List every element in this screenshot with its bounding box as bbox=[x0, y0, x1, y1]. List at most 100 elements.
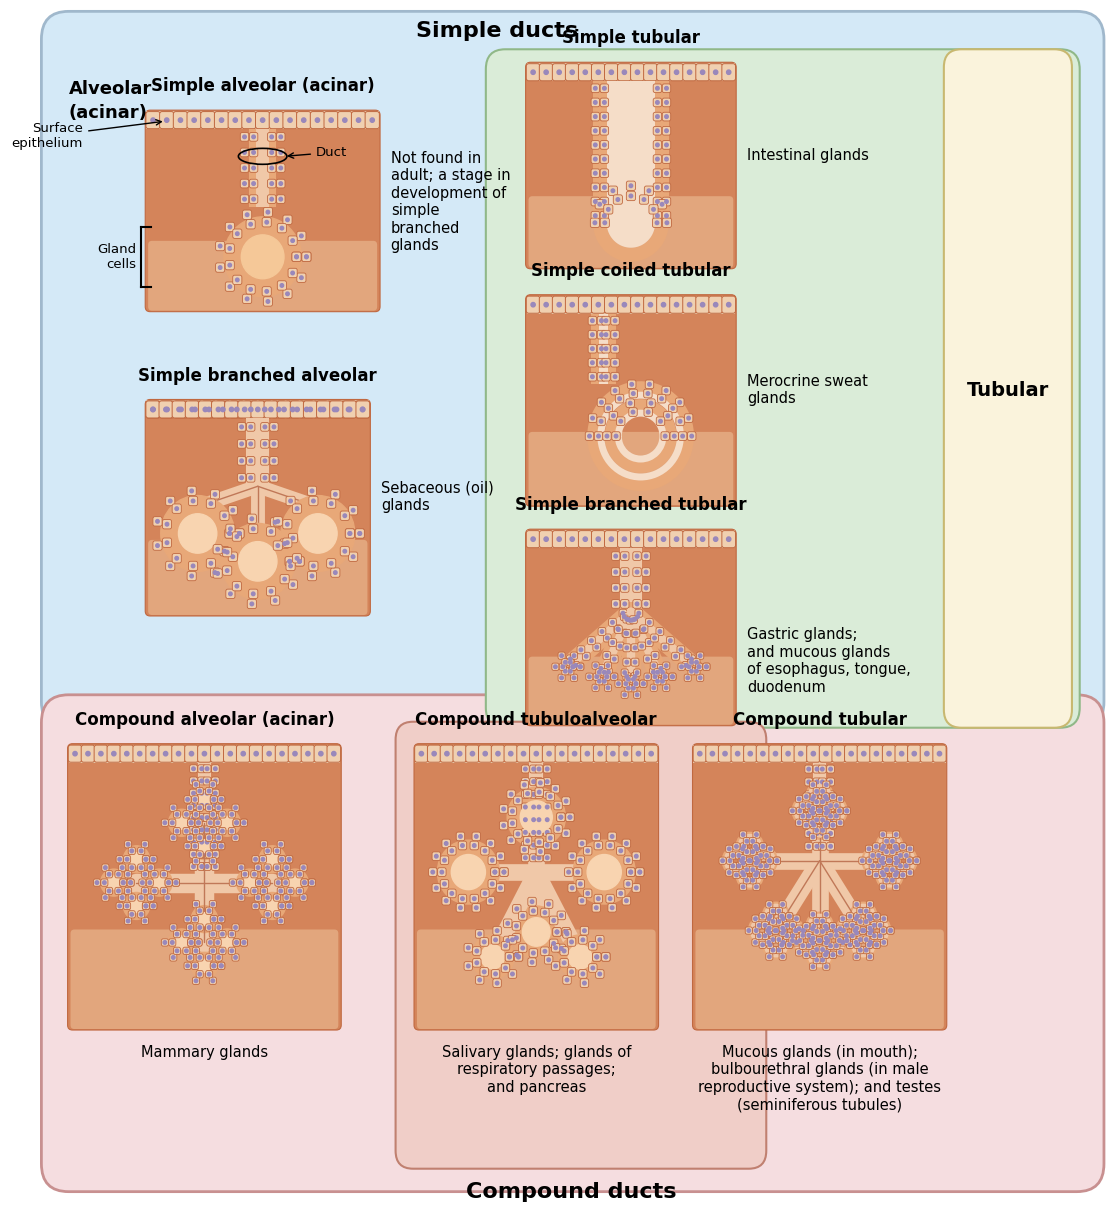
Circle shape bbox=[846, 939, 849, 943]
Circle shape bbox=[815, 800, 819, 803]
Circle shape bbox=[264, 476, 267, 479]
FancyBboxPatch shape bbox=[733, 843, 739, 851]
FancyBboxPatch shape bbox=[604, 668, 612, 676]
FancyBboxPatch shape bbox=[218, 962, 225, 969]
FancyBboxPatch shape bbox=[726, 857, 734, 864]
Circle shape bbox=[495, 929, 499, 933]
FancyBboxPatch shape bbox=[218, 796, 225, 803]
FancyBboxPatch shape bbox=[873, 941, 880, 949]
FancyBboxPatch shape bbox=[764, 927, 772, 934]
Circle shape bbox=[815, 780, 819, 784]
FancyBboxPatch shape bbox=[688, 658, 695, 666]
Circle shape bbox=[190, 489, 193, 492]
FancyBboxPatch shape bbox=[897, 863, 904, 870]
Circle shape bbox=[193, 797, 197, 801]
Circle shape bbox=[825, 951, 829, 955]
FancyBboxPatch shape bbox=[817, 937, 823, 944]
Circle shape bbox=[221, 817, 233, 829]
FancyBboxPatch shape bbox=[173, 947, 181, 955]
FancyBboxPatch shape bbox=[862, 946, 870, 953]
FancyBboxPatch shape bbox=[206, 953, 212, 961]
FancyBboxPatch shape bbox=[241, 887, 248, 894]
FancyBboxPatch shape bbox=[216, 241, 225, 250]
Circle shape bbox=[247, 117, 251, 122]
Circle shape bbox=[602, 679, 607, 682]
Circle shape bbox=[481, 945, 505, 969]
FancyBboxPatch shape bbox=[540, 296, 553, 313]
Circle shape bbox=[670, 675, 675, 679]
FancyBboxPatch shape bbox=[504, 937, 512, 945]
Circle shape bbox=[825, 927, 829, 930]
FancyBboxPatch shape bbox=[526, 63, 735, 81]
Circle shape bbox=[273, 425, 276, 428]
Circle shape bbox=[572, 676, 575, 680]
FancyBboxPatch shape bbox=[480, 889, 489, 898]
Circle shape bbox=[663, 434, 667, 438]
Circle shape bbox=[475, 906, 478, 910]
FancyBboxPatch shape bbox=[611, 552, 620, 560]
Circle shape bbox=[506, 922, 509, 926]
FancyBboxPatch shape bbox=[287, 887, 294, 894]
FancyBboxPatch shape bbox=[642, 567, 650, 576]
Circle shape bbox=[330, 502, 333, 506]
FancyBboxPatch shape bbox=[899, 871, 906, 878]
Circle shape bbox=[251, 136, 256, 139]
FancyBboxPatch shape bbox=[191, 796, 199, 803]
Circle shape bbox=[698, 653, 701, 657]
Circle shape bbox=[264, 442, 267, 445]
FancyBboxPatch shape bbox=[240, 819, 248, 826]
Circle shape bbox=[460, 897, 465, 900]
FancyBboxPatch shape bbox=[314, 745, 327, 762]
FancyBboxPatch shape bbox=[352, 111, 365, 128]
Circle shape bbox=[445, 842, 448, 846]
Circle shape bbox=[494, 938, 497, 941]
FancyBboxPatch shape bbox=[240, 195, 249, 203]
Circle shape bbox=[598, 673, 605, 681]
Circle shape bbox=[267, 751, 271, 756]
FancyBboxPatch shape bbox=[576, 880, 584, 888]
FancyBboxPatch shape bbox=[862, 908, 870, 915]
Circle shape bbox=[545, 818, 548, 822]
Circle shape bbox=[865, 938, 868, 941]
FancyBboxPatch shape bbox=[173, 811, 181, 818]
FancyBboxPatch shape bbox=[709, 64, 723, 81]
Circle shape bbox=[286, 218, 289, 221]
FancyBboxPatch shape bbox=[300, 894, 307, 901]
FancyBboxPatch shape bbox=[643, 390, 652, 398]
Circle shape bbox=[121, 866, 124, 870]
FancyBboxPatch shape bbox=[657, 296, 670, 313]
FancyBboxPatch shape bbox=[571, 674, 577, 681]
FancyBboxPatch shape bbox=[753, 831, 760, 839]
FancyBboxPatch shape bbox=[233, 939, 240, 946]
Circle shape bbox=[661, 537, 666, 541]
Circle shape bbox=[498, 886, 503, 889]
FancyBboxPatch shape bbox=[232, 834, 239, 841]
Circle shape bbox=[356, 117, 361, 122]
FancyBboxPatch shape bbox=[884, 866, 890, 874]
Circle shape bbox=[286, 541, 289, 544]
FancyBboxPatch shape bbox=[499, 868, 508, 876]
Circle shape bbox=[851, 923, 855, 927]
FancyBboxPatch shape bbox=[592, 531, 605, 548]
Circle shape bbox=[614, 570, 618, 574]
Circle shape bbox=[558, 935, 601, 979]
FancyBboxPatch shape bbox=[866, 941, 872, 949]
FancyBboxPatch shape bbox=[195, 939, 202, 946]
FancyBboxPatch shape bbox=[780, 939, 786, 946]
Circle shape bbox=[107, 872, 111, 876]
Circle shape bbox=[794, 929, 798, 933]
Circle shape bbox=[603, 185, 607, 189]
FancyBboxPatch shape bbox=[535, 816, 543, 824]
FancyBboxPatch shape bbox=[627, 191, 636, 201]
FancyBboxPatch shape bbox=[891, 871, 899, 878]
Circle shape bbox=[829, 933, 832, 937]
Circle shape bbox=[208, 909, 211, 912]
Circle shape bbox=[907, 859, 911, 863]
Circle shape bbox=[842, 929, 846, 933]
FancyBboxPatch shape bbox=[258, 401, 273, 417]
FancyBboxPatch shape bbox=[602, 952, 610, 961]
FancyBboxPatch shape bbox=[894, 857, 901, 864]
FancyBboxPatch shape bbox=[869, 863, 876, 870]
Circle shape bbox=[153, 872, 156, 876]
Circle shape bbox=[524, 855, 527, 859]
